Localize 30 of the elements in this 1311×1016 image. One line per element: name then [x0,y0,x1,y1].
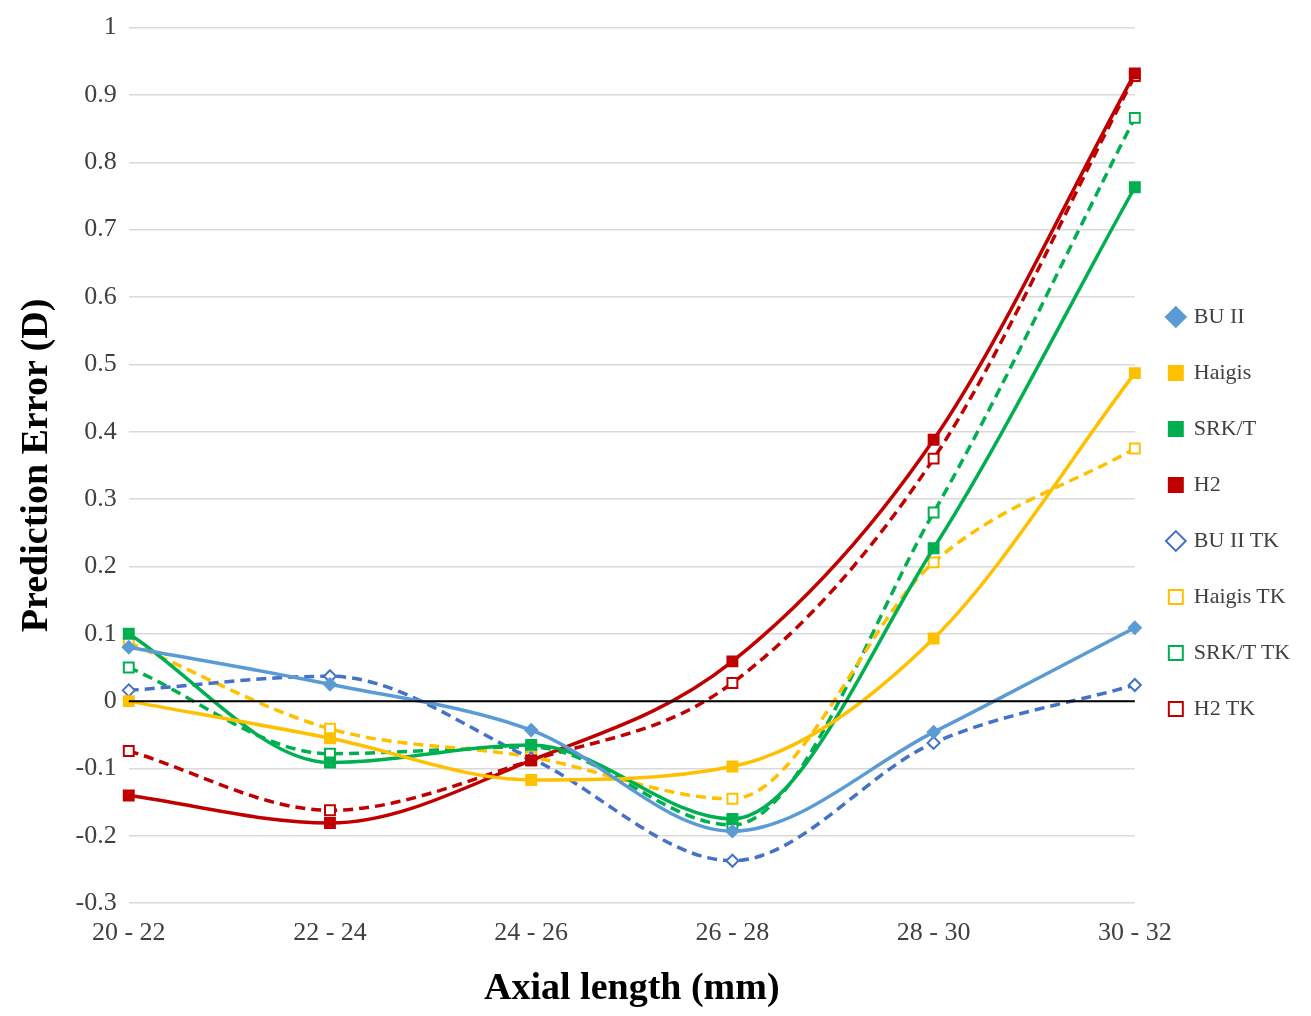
y-axis-title: Prediction Error (D) [12,298,56,633]
legend-label: Haigis TK [1193,582,1286,608]
y-tick-label: 0.6 [84,280,117,310]
y-tick-label: -0.1 [75,752,117,782]
x-axis-title: Axial length (mm) [484,965,780,1009]
y-tick-label: 0.9 [84,78,117,108]
y-tick-label: 0.2 [84,550,117,580]
legend-label: Haigis [1193,358,1252,384]
y-tick-label: 0.8 [84,146,117,176]
y-tick-label: 1 [103,11,117,41]
legend-label: H2 TK [1193,694,1256,720]
legend-label: SRK/T TK [1193,638,1291,664]
x-tick-label: 30 - 32 [1097,916,1172,946]
legend-label: BU II [1193,302,1245,328]
x-tick-label: 28 - 30 [896,916,971,946]
legend-label: BU II TK [1193,526,1280,552]
x-tick-label: 24 - 26 [494,916,569,946]
y-tick-label: 0.7 [84,213,117,243]
y-tick-label: 0.1 [84,617,117,647]
y-tick-label: 0.4 [84,415,117,445]
legend-label: SRK/T [1193,414,1257,440]
y-tick-label: 0.5 [84,348,117,378]
x-tick-label: 22 - 24 [293,916,367,946]
legend-label: H2 [1193,470,1221,496]
y-tick-label: 0 [103,684,117,714]
y-tick-label: -0.3 [75,887,117,917]
y-tick-label: 0.3 [84,482,117,512]
y-tick-label: -0.2 [75,819,117,849]
x-tick-label: 20 - 22 [91,916,166,946]
x-tick-label: 26 - 28 [695,916,770,946]
